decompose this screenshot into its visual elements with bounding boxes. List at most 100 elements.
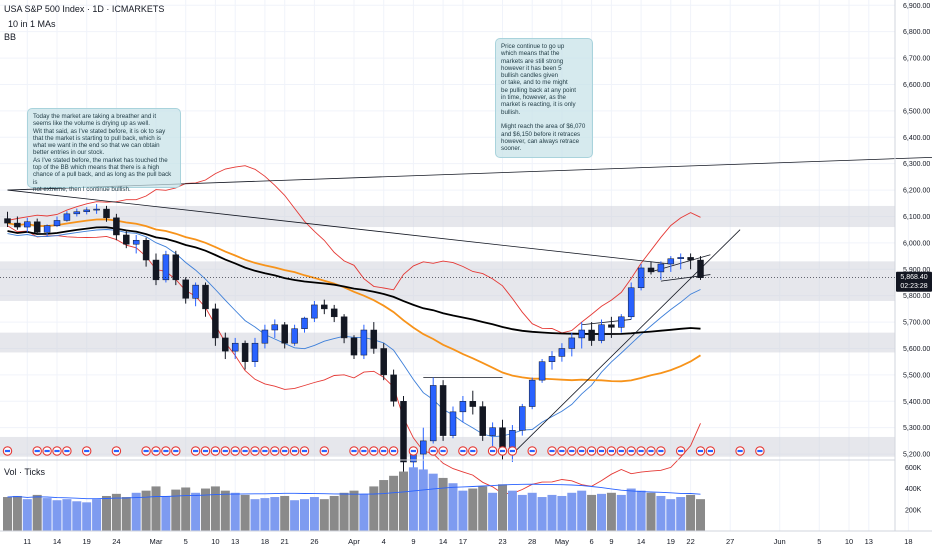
candle-body[interactable] [172,254,180,281]
candle-body[interactable] [301,317,308,329]
candle-body[interactable] [350,337,358,356]
candle-body[interactable] [647,267,655,273]
trendline[interactable] [7,189,671,265]
candle-body[interactable] [53,220,61,226]
candle-body[interactable] [291,328,298,344]
indicator-ma-label[interactable]: 10 in 1 MAs [8,19,56,29]
candle-body[interactable] [261,329,269,344]
us-flag-icon-stripe [490,449,496,453]
candle-body[interactable] [152,259,160,281]
volume-bar [260,498,270,531]
volume-bar [230,492,240,531]
volume-bar [389,475,399,531]
candle-body[interactable] [657,263,665,273]
time-tick-label: 21 [281,537,289,546]
volume-tick-label: 600K [905,465,922,472]
candle-body[interactable] [429,385,437,442]
candle-body[interactable] [519,406,526,431]
candle-body[interactable] [588,329,595,341]
candle-body[interactable] [687,257,694,261]
candle-body[interactable] [132,239,140,245]
candle-body[interactable] [241,342,249,362]
volume-bar [52,500,62,531]
candle-body[interactable] [370,329,378,349]
candle-body[interactable] [558,348,566,357]
us-flag-icon-stripe [44,449,50,453]
time-tick-label: 24 [112,537,120,546]
bb-upper-line [7,165,701,334]
price-tick-label: 6,000.00 [903,240,930,247]
bb-lower-line [7,225,701,494]
volume-bar [498,484,507,531]
time-tick-label: 19 [83,537,91,546]
candle-body[interactable] [321,304,328,310]
candle-body[interactable] [162,254,170,281]
candle-body[interactable] [548,356,556,362]
candle-body[interactable] [271,324,279,331]
candle-body[interactable] [43,225,51,233]
indicator-bb-label[interactable]: BB [4,32,17,42]
candle-body[interactable] [598,324,605,341]
candle-body[interactable] [459,401,467,413]
candle-body[interactable] [4,218,11,224]
volume-label[interactable]: Vol · Ticks [4,467,46,477]
candle-body[interactable] [231,342,239,352]
candle-body[interactable] [479,406,486,436]
candle-body[interactable] [33,221,41,233]
chart-title: USA S&P 500 Index · 1D · ICMARKETS [4,4,165,14]
candle-body[interactable] [608,324,615,328]
time-tick-label: 10 [211,537,219,546]
candle-body[interactable] [439,385,447,436]
candle-body[interactable] [697,259,704,278]
candle-body[interactable] [420,440,427,455]
candle-body[interactable] [192,284,199,299]
candle-body[interactable] [123,234,130,245]
economic-events[interactable] [2,446,765,456]
candle-body[interactable] [568,337,576,349]
candle-body[interactable] [330,308,338,318]
candle-body[interactable] [142,239,150,261]
candle-body[interactable] [677,257,684,259]
analysis-note-left[interactable]: Today the market are taking a breather a… [27,108,181,193]
candle-body[interactable] [311,304,318,319]
candle-body[interactable] [667,258,675,265]
candle-body[interactable] [340,316,348,339]
candle-body[interactable] [63,213,71,221]
volume-bar [587,494,597,531]
candle-body[interactable] [222,337,229,352]
volume-bar [250,499,260,531]
candle-body[interactable] [528,379,536,407]
candle-body[interactable] [578,329,585,339]
volume-bar [557,495,567,531]
indicator-overlays [7,165,701,494]
candle-body[interactable] [360,329,368,356]
price-tick-label: 6,800.00 [903,29,930,36]
candle-body[interactable] [469,401,477,407]
candle-body[interactable] [93,208,100,211]
candle-body[interactable] [627,287,635,318]
candle-body[interactable] [73,211,81,215]
candle-body[interactable] [489,427,496,436]
candle-body[interactable] [202,284,209,310]
candle-body[interactable] [618,316,625,328]
candle-body[interactable] [113,217,120,236]
analysis-note-right[interactable]: Price continue to go up which means that… [495,38,593,158]
candle-body[interactable] [182,279,189,299]
candle-body[interactable] [14,222,21,228]
candle-body[interactable] [390,374,397,402]
candle-body[interactable] [538,361,546,381]
candle-body[interactable] [212,308,219,339]
candle-body[interactable] [103,208,110,219]
candle-body[interactable] [281,324,288,344]
candlesticks[interactable] [4,204,704,486]
candle-body[interactable] [24,221,31,228]
volume-bar [517,494,527,531]
candle-body[interactable] [251,342,259,362]
candle-body[interactable] [449,411,457,436]
price-tick-label: 5,200.00 [903,452,930,459]
candle-body[interactable] [380,348,387,376]
candle-body[interactable] [637,267,645,289]
candle-body[interactable] [83,209,90,212]
candle-body[interactable] [400,401,407,463]
